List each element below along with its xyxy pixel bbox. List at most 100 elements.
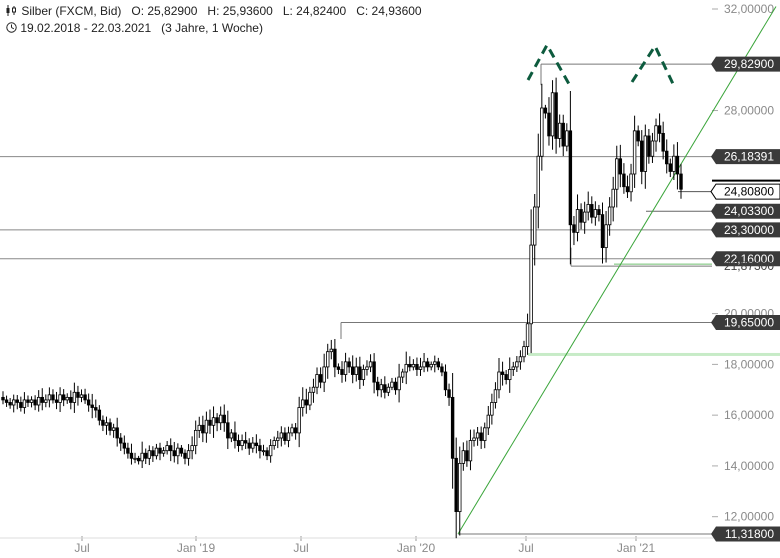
candle-up [650,140,655,157]
candle-up [458,462,462,513]
candle-down [636,130,640,142]
price-marker: 19,65000 [711,314,780,330]
candle-up [240,440,244,447]
candle-down [169,445,173,452]
price-marker-label: 23,30000 [724,223,774,237]
candle-down [33,399,37,406]
candle-down [415,363,419,370]
candle-up [632,130,637,175]
candle-down [500,371,505,375]
candle-up [79,394,84,398]
double-top-marker [630,42,676,87]
candle-up [301,399,305,408]
price-marker: 22,16000 [711,251,780,267]
candle-up [279,432,284,439]
candle-up [193,429,198,447]
candle-up [165,445,169,452]
candle-down [8,402,12,406]
candlestick-icon [6,5,18,16]
candle-down [440,366,444,373]
candle-down [504,374,508,381]
candle-down [436,361,441,368]
candle-down [258,445,262,452]
candle-down [625,186,630,193]
candle-down [122,442,127,449]
candle-up [197,424,201,431]
candle-up [418,366,423,370]
candle-down [679,173,683,190]
x-tick-label: Jan '19 [177,541,216,555]
candle-up [329,348,333,353]
candle-down [119,437,123,444]
candle-up [672,155,676,172]
candle-up [229,432,234,439]
price-tag-bg [711,56,780,72]
candle-down [179,447,184,454]
candle-up [276,437,280,441]
price-tag-bg [711,203,780,219]
candle-down [675,155,680,175]
price-marker: 11,31800 [711,526,780,542]
candle-down [283,432,287,441]
instrument-name: Silber (FXCM, Bid) [21,4,122,18]
candle-down [465,450,469,462]
candle-down [51,394,55,401]
candle-up [586,204,590,213]
price-marker: 23,30000 [711,222,780,238]
candle-down [247,442,251,449]
candle-up [104,422,109,426]
candle-up [522,346,526,358]
date-range: 19.02.2018 - 22.03.2021 [20,21,152,35]
candle-up [308,391,312,406]
candle-up [511,366,515,370]
candle-up [582,211,587,223]
candle-down [226,422,230,439]
candle-down [183,452,187,459]
candle-down [657,125,662,134]
candle-down [233,432,237,441]
candle-up [593,209,598,218]
y-tick-label: 18,00000 [724,357,774,371]
candle-up [58,394,62,403]
candle-up [550,92,555,137]
candle-up [322,366,326,383]
candle-up [326,351,330,368]
candle-up [525,323,530,348]
candle-up [251,442,255,449]
candle-up [429,363,433,368]
candle-up [44,399,48,403]
candle-down [201,424,205,434]
candle-down [336,366,341,370]
candle-up [36,396,41,406]
price-marker-label: 29,82900 [724,57,774,71]
date-span: (3 Jahre, 1 Woche) [161,21,263,35]
x-tick-label: Jan '20 [397,541,436,555]
candle-up [518,356,523,363]
candle-up [286,432,291,441]
candle-down [443,371,448,391]
candle-down [54,399,59,403]
candle-down [347,361,351,368]
candle-up [493,389,498,403]
candle-down [579,209,583,223]
candle-up [297,407,301,434]
candle-down [665,150,669,165]
candle-up [461,450,466,464]
candle-up [575,209,580,233]
x-tick-label: Jul [518,541,533,555]
candle-up [468,440,473,462]
candle-up [615,158,619,190]
candle-down [97,409,102,421]
ascending-trendline [457,6,777,535]
price-tag-bg [711,222,780,238]
candle-up [361,369,366,381]
candle-up [654,125,658,142]
candle-down [547,112,551,137]
y-tick-label: 14,00000 [724,459,774,473]
candle-down [425,361,430,368]
candle-up [557,122,562,139]
candle-up [515,361,519,368]
candle-up [133,457,137,460]
candle-up [311,386,316,393]
